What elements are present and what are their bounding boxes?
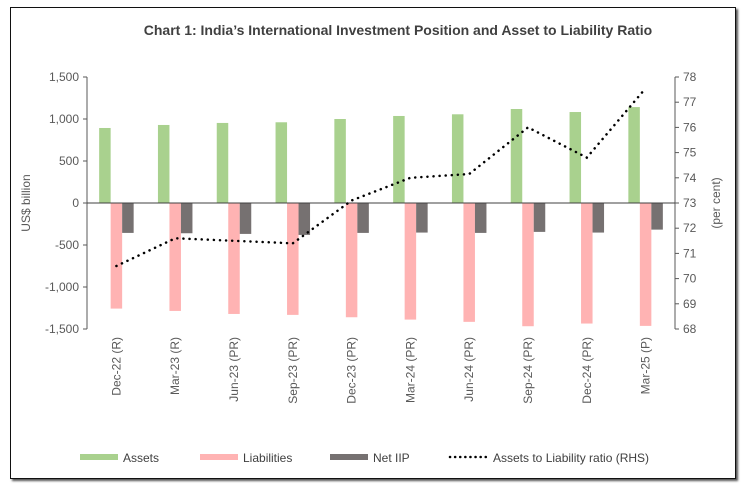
- bar-net-iip: [357, 203, 369, 233]
- bar-assets: [216, 122, 229, 203]
- right-tick-label: 76: [683, 120, 697, 134]
- bar-net-iip: [180, 203, 193, 234]
- bar-net-iip: [122, 203, 134, 233]
- ratio-line: [115, 87, 647, 268]
- left-tick-label: 1,000: [49, 112, 79, 126]
- right-tick-label: 74: [683, 171, 697, 185]
- x-tick-label: Mar-23 (R): [168, 337, 182, 395]
- bar-liabilities: [522, 203, 534, 327]
- legend-swatch: [200, 454, 238, 460]
- bar-liabilities: [404, 203, 417, 320]
- bar-liabilities: [463, 203, 475, 322]
- x-tick-label: Mar-24 (PR): [403, 337, 417, 403]
- right-tick-label: 69: [683, 297, 697, 311]
- right-tick-label: 72: [683, 221, 697, 235]
- x-tick-label: Dec-24 (PR): [580, 337, 594, 404]
- legend-label: Net IIP: [373, 451, 410, 465]
- right-tick-label: 78: [683, 70, 697, 84]
- bar-assets: [569, 112, 582, 203]
- x-tick-label: Jun-23 (PR): [227, 337, 241, 402]
- x-tick-label: Jun-24 (PR): [462, 337, 476, 402]
- x-tick-label: Dec-22 (R): [109, 337, 123, 396]
- left-tick-label: 0: [72, 196, 79, 210]
- bar-assets: [157, 124, 170, 203]
- right-tick-label: 71: [683, 246, 697, 260]
- right-tick-label: 68: [683, 322, 697, 336]
- bar-net-iip: [474, 203, 487, 233]
- bar-assets: [334, 119, 346, 203]
- x-tick-label: Mar-25 (P): [639, 337, 653, 394]
- left-tick-label: 500: [59, 154, 79, 168]
- bar-net-iip: [592, 203, 605, 233]
- right-tick-label: 70: [683, 272, 697, 286]
- bar-liabilities: [228, 203, 240, 314]
- bar-liabilities: [287, 203, 299, 315]
- bar-liabilities: [110, 203, 123, 309]
- left-tick-label: -1,000: [45, 280, 79, 294]
- x-tick-label: Sep-24 (PR): [521, 337, 535, 404]
- x-tick-label: Sep-23 (PR): [286, 337, 300, 404]
- x-tick-label: Dec-23 (PR): [345, 337, 359, 404]
- left-tick-label: 1,500: [49, 70, 79, 84]
- bar-assets: [393, 115, 405, 203]
- bar-liabilities: [639, 203, 652, 326]
- legend-swatch: [330, 454, 368, 460]
- bar-net-iip: [298, 203, 311, 235]
- right-tick-label: 73: [683, 196, 697, 210]
- chart-frame: [10, 7, 736, 479]
- bar-net-iip: [416, 203, 428, 233]
- bar-assets: [99, 127, 111, 203]
- right-tick-label: 77: [683, 95, 697, 109]
- chart-title: Chart 1: India’s International Investmen…: [144, 22, 652, 38]
- bar-liabilities: [169, 203, 181, 311]
- bar-net-iip: [651, 203, 663, 230]
- legend-swatch: [80, 454, 118, 460]
- right-axis-title: (per cent): [709, 177, 723, 228]
- bar-assets: [275, 122, 288, 203]
- left-tick-label: -1,500: [45, 322, 79, 336]
- legend-label: Liabilities: [243, 451, 292, 465]
- bar-assets: [451, 114, 464, 203]
- left-axis-title: US$ billion: [19, 174, 33, 231]
- bar-liabilities: [345, 203, 358, 318]
- bar-assets: [510, 109, 523, 203]
- legend-label: Assets: [123, 451, 159, 465]
- bar-assets: [628, 107, 640, 203]
- left-tick-label: -500: [55, 238, 79, 252]
- bar-liabilities: [581, 203, 593, 324]
- bar-net-iip: [239, 203, 252, 234]
- right-tick-label: 75: [683, 146, 697, 160]
- bar-net-iip: [533, 203, 546, 232]
- legend-label: Assets to Liability ratio (RHS): [493, 451, 649, 465]
